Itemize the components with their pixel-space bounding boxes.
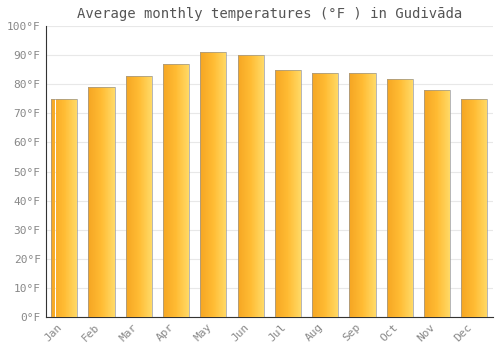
Bar xyxy=(462,99,487,317)
Bar xyxy=(88,87,115,317)
Bar xyxy=(424,90,450,317)
Bar xyxy=(51,99,78,317)
Bar xyxy=(312,73,338,317)
Bar xyxy=(350,73,376,317)
Bar xyxy=(163,64,189,317)
Bar xyxy=(275,70,301,317)
Bar xyxy=(200,52,226,317)
Bar xyxy=(387,78,413,317)
Bar xyxy=(238,55,264,317)
Title: Average monthly temperatures (°F ) in Gudivāda: Average monthly temperatures (°F ) in Gu… xyxy=(76,7,462,21)
Bar xyxy=(126,76,152,317)
